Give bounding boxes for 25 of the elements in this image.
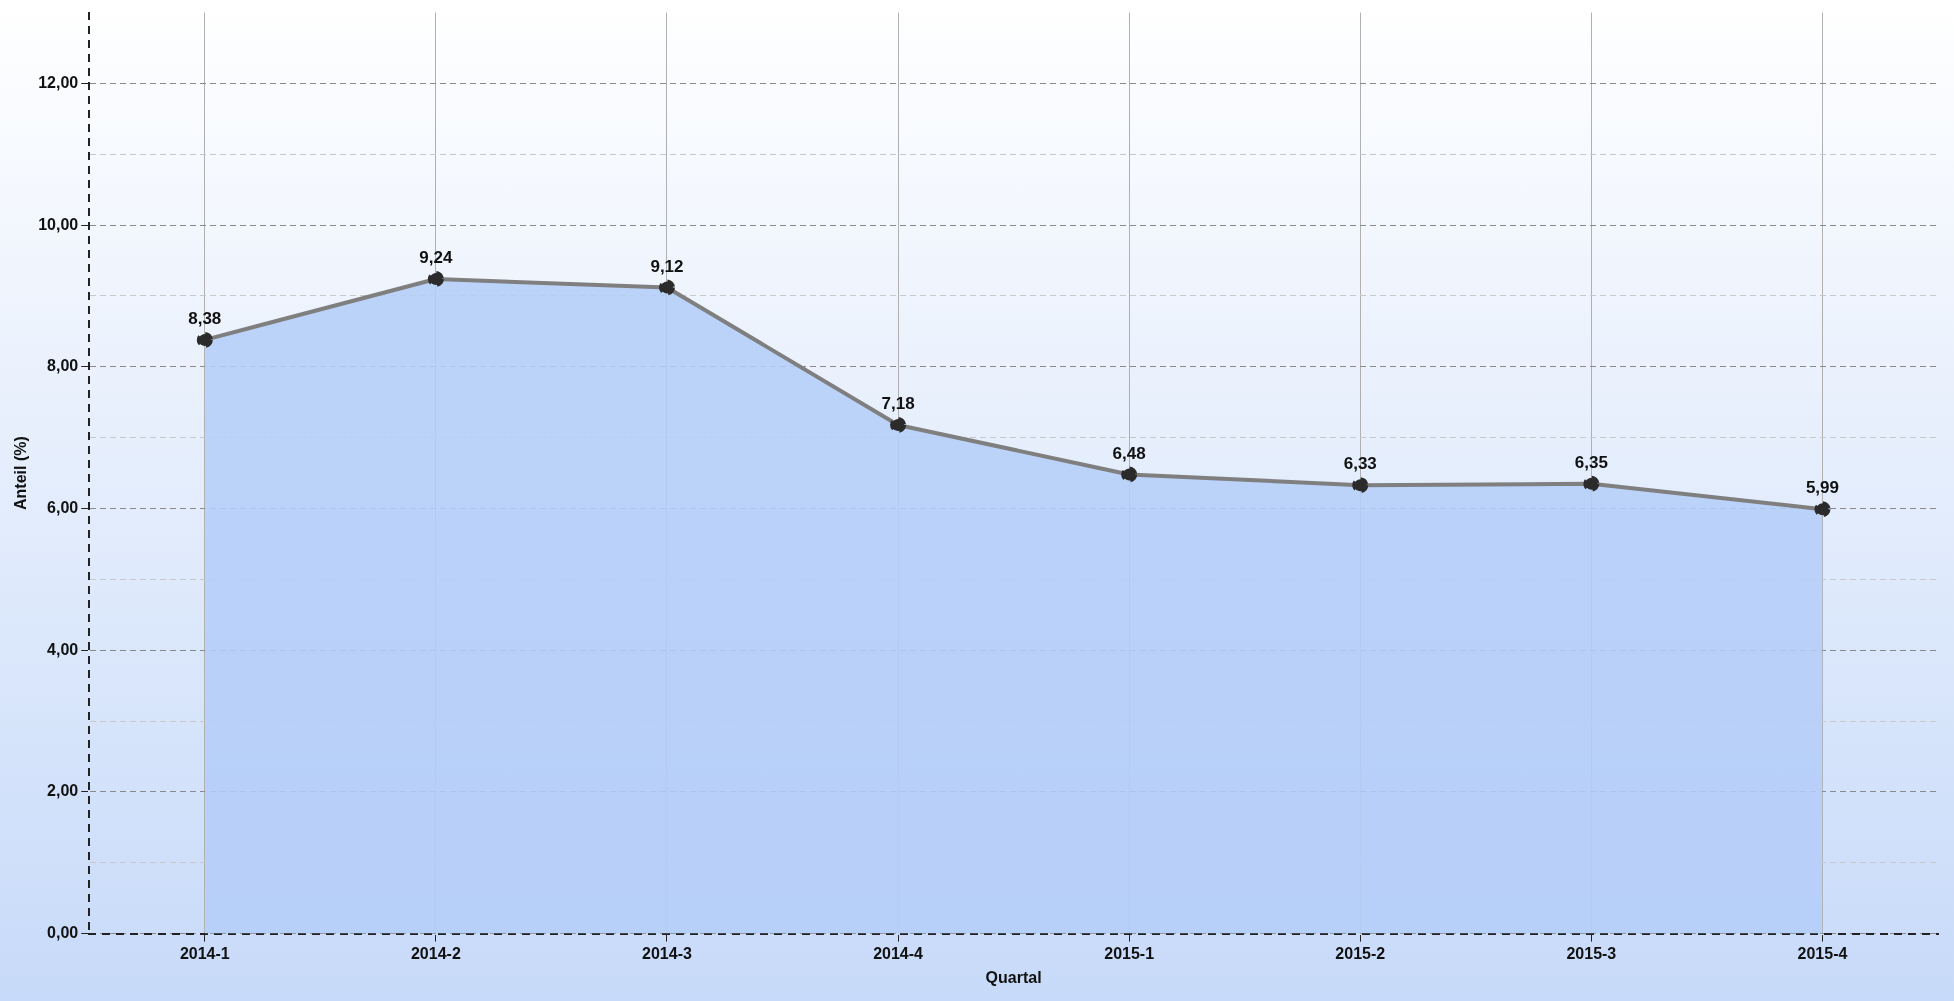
data-label: 5,99 bbox=[1805, 478, 1839, 498]
y-axis-title: Anteil (%) bbox=[12, 436, 30, 510]
data-label: 9,24 bbox=[419, 248, 453, 268]
x-tick-label: 2014-3 bbox=[642, 944, 692, 962]
y-tick-label: 6,00 bbox=[47, 498, 79, 516]
x-tick-label: 2015-4 bbox=[1797, 944, 1848, 962]
y-tick-label: 8,00 bbox=[47, 357, 79, 375]
x-tick-label: 2014-2 bbox=[410, 944, 461, 962]
data-label: 6,33 bbox=[1343, 454, 1377, 474]
y-tick-label: 10,00 bbox=[38, 215, 79, 233]
x-tick-label: 2014-4 bbox=[873, 944, 924, 962]
x-tick-label: 2015-3 bbox=[1566, 944, 1617, 962]
data-label: 6,48 bbox=[1112, 443, 1146, 463]
y-tick-label: 0,00 bbox=[47, 924, 79, 942]
data-label: 8,38 bbox=[188, 309, 222, 329]
x-tick-label: 2014-1 bbox=[179, 944, 230, 962]
y-tick-label: 2,00 bbox=[47, 782, 79, 800]
data-label: 6,35 bbox=[1574, 452, 1608, 472]
data-label: 9,12 bbox=[650, 256, 684, 276]
x-tick-label: 2015-2 bbox=[1335, 944, 1386, 962]
data-label: 7,18 bbox=[881, 394, 915, 414]
y-tick-label: 12,00 bbox=[38, 73, 79, 91]
y-tick-label: 4,00 bbox=[47, 640, 79, 658]
x-axis-title: Quartal bbox=[985, 968, 1042, 986]
x-tick-label: 2015-1 bbox=[1104, 944, 1155, 962]
